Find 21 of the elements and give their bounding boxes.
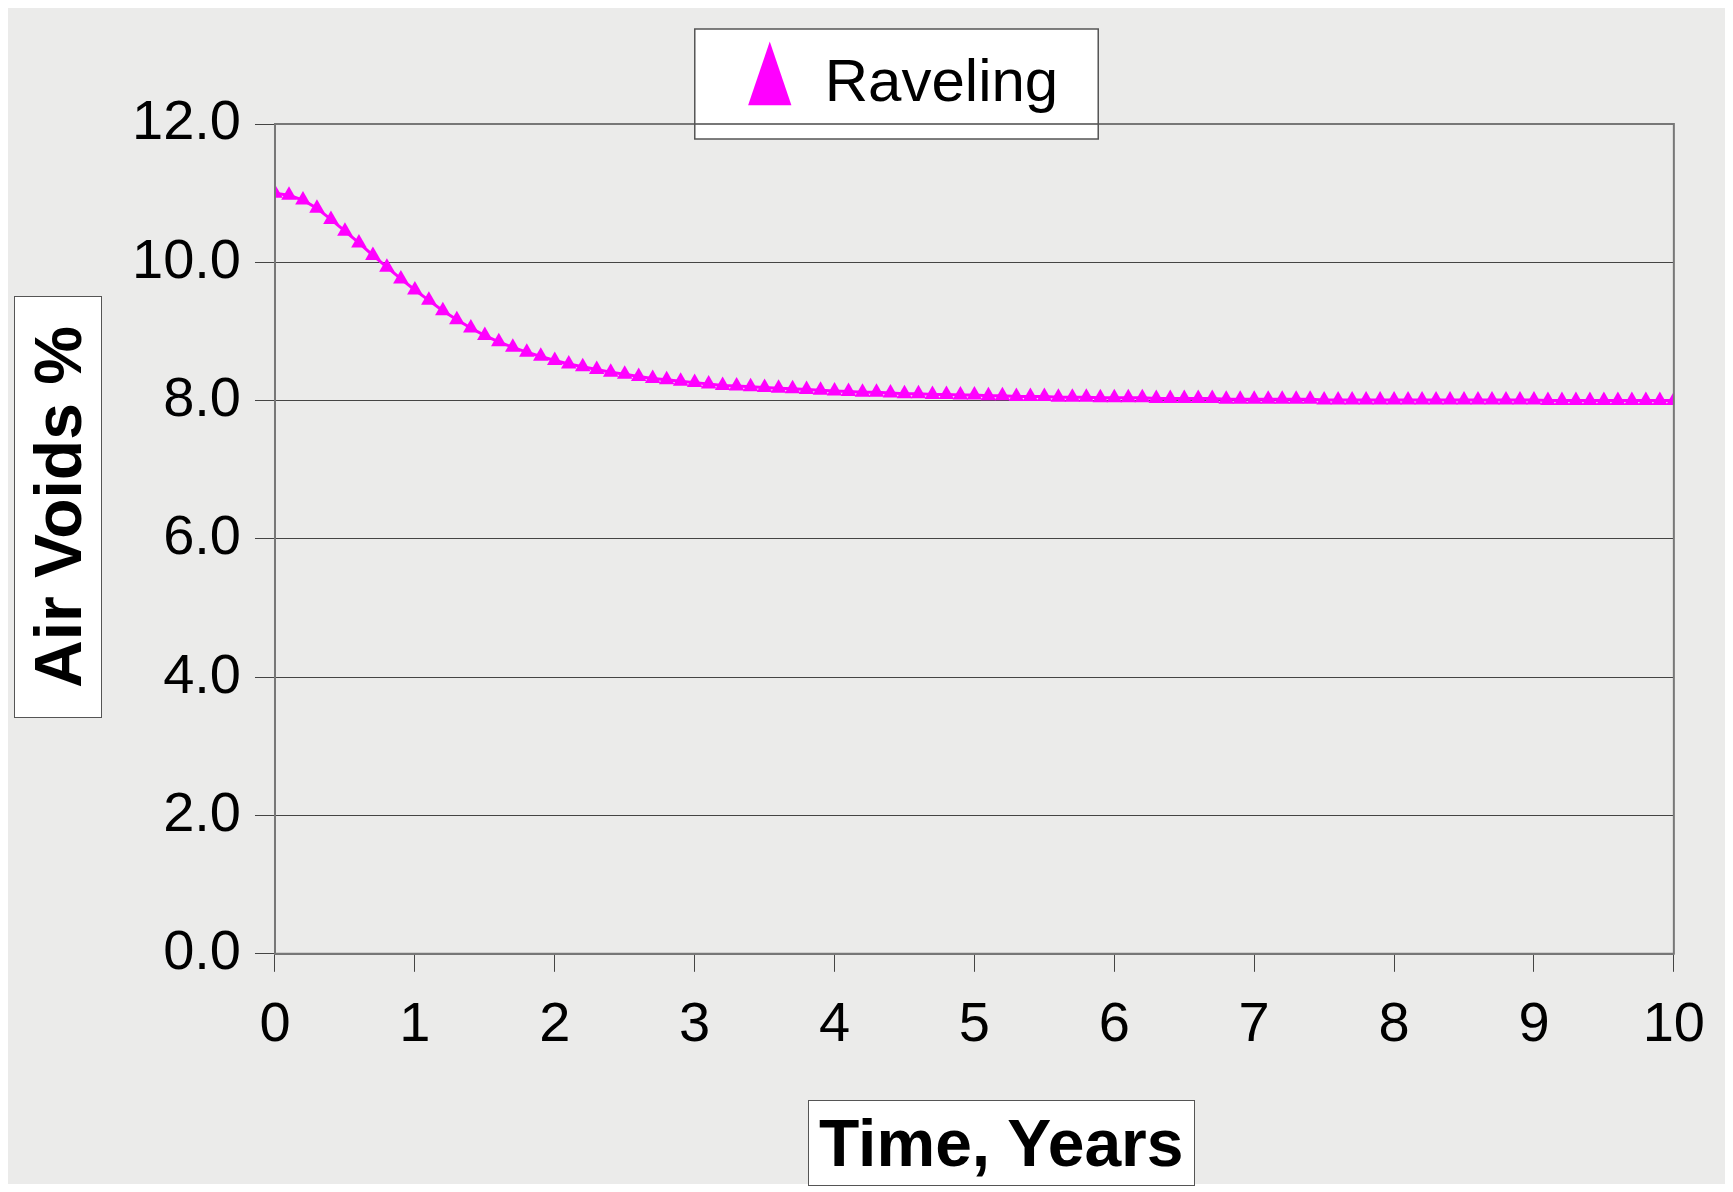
- x-tick-label: 10: [1642, 989, 1705, 1053]
- x-tick-label: 1: [399, 989, 431, 1053]
- x-tick-label: 5: [958, 989, 990, 1053]
- x-tick-label: 4: [818, 989, 851, 1053]
- y-tick-label: 6.0: [163, 503, 241, 567]
- y-tick-label: 4.0: [163, 641, 241, 705]
- x-tick-label: 7: [1238, 989, 1270, 1053]
- y-tick-label: 10.0: [131, 226, 241, 290]
- y-axis-title: Air Voids %: [20, 326, 96, 688]
- x-tick-label: 3: [679, 989, 711, 1053]
- x-tick-label: 6: [1098, 989, 1130, 1053]
- y-tick-label: 8.0: [163, 365, 241, 429]
- y-tick-label: 0.0: [163, 918, 241, 982]
- legend-label: Raveling: [824, 46, 1059, 114]
- x-tick-label: 8: [1378, 989, 1410, 1053]
- y-tick-label: 12.0: [131, 88, 241, 152]
- x-tick-label: 9: [1518, 989, 1550, 1053]
- y-tick-label: 2.0: [163, 779, 241, 843]
- x-tick-label: 0: [259, 989, 291, 1053]
- x-tick-label: 2: [539, 989, 571, 1053]
- x-axis-title: Time, Years: [808, 1100, 1195, 1186]
